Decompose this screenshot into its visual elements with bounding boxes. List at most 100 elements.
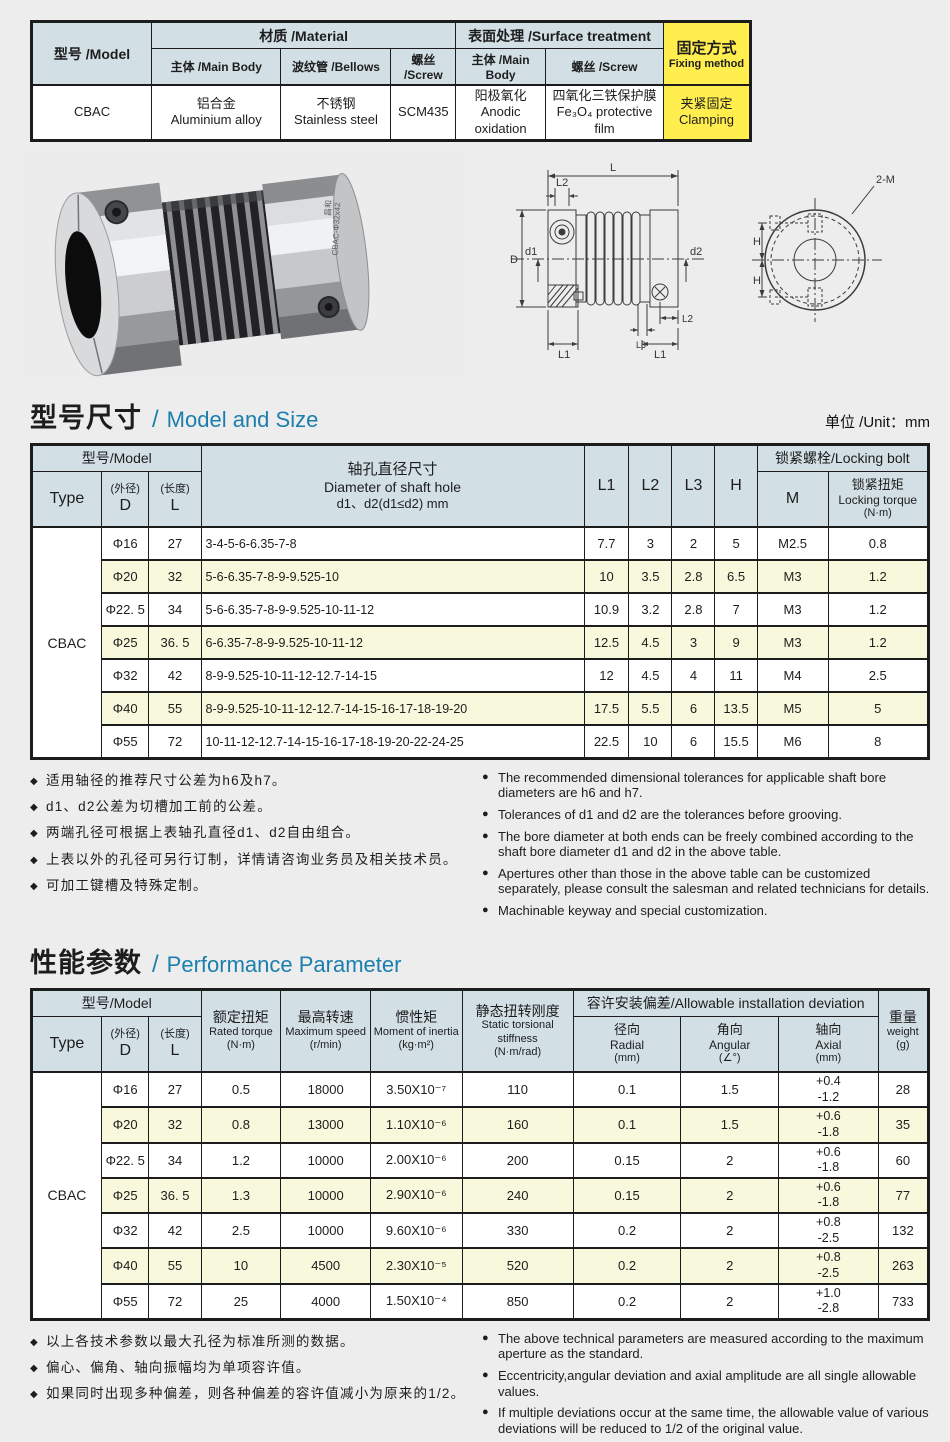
cell-speed: 13000 [280,1106,372,1144]
surface-screw-cell: 四氧化三铁保护膜 Fe₃O₄ protective film [545,83,664,141]
cell-torque: 2.5 [200,1211,282,1249]
cell-stiffness: 110 [461,1070,574,1108]
cell-angular: 2 [680,1141,780,1179]
cell-speed: 4500 [280,1247,372,1285]
bullet-icon: ● [482,866,489,879]
bullet-icon: ◆ [30,1389,39,1401]
col-header-d: (外径) D [100,470,150,529]
cell-l: 34 [148,1141,202,1179]
bullet-icon: ◆ [30,775,39,787]
cell-radial: 0.1 [572,1106,682,1144]
col-header-l2: L2 [628,443,673,528]
cell-inertia: 3.50X10⁻⁷ [370,1070,463,1108]
dim-label-H-top: H [753,236,761,248]
table-row: Φ22. 5 34 1.2 10000 2.00X10⁻⁶ 200 0.15 2 +0.6 -1.… [32,1141,930,1179]
size-table-body: CBAC Φ16 27 3-4-5-6-6.35-7-8 7.7 3 2 5 M2.5 0.8 Φ2… [31,526,929,759]
size-section-heading: 型号尺寸 / Model and Size 单位 /Unit：mm [30,396,930,435]
note-text: d1、d2公差为切槽加工前的公差。 [46,799,272,815]
cell-radial: 0.2 [572,1282,682,1320]
cell-d: Φ25 [100,625,150,660]
cell-radial: 0.1 [572,1070,682,1108]
dim-label-L: L [610,162,616,174]
cell-l2: 4.5 [628,658,673,693]
cell-angular: 2 [680,1282,780,1320]
cell-l1: 12 [583,658,630,693]
col-header-stiffness: 静态扭转刚度 Static torsional stiffness (N·m/r… [461,988,574,1073]
cell-m: M4 [756,658,829,693]
table-row: Φ20 32 0.8 13000 1.10X10⁻⁶ 160 0.1 1.5 +0.6 -1.8 3… [32,1106,930,1144]
cell-stiffness: 520 [461,1247,574,1285]
note-item: ● The bore diameter at both ends can be f… [482,829,930,860]
cell-m: M5 [756,691,829,726]
cell-weight: 77 [877,1176,930,1214]
bullet-icon: ● [482,829,489,842]
table-row: Φ22. 5 34 5-6-6.35-7-8-9-9.525-10-11-12 10.… [32,592,929,627]
cell-weight: 132 [877,1211,930,1249]
cell-weight: 733 [877,1282,930,1320]
cell-stiffness: 160 [461,1106,574,1144]
col-header-axial: 轴向 Axial (mm) [778,1015,879,1073]
screw-cell: SCM435 [390,83,457,141]
cell-torque: 1.3 [200,1176,282,1214]
note-text: 适用轴径的推荐尺寸公差为h6及h7。 [46,772,287,788]
col-header-max-speed: 最高转速 Maximum speed (r/min) [280,988,372,1073]
cell-torque: 8 [827,724,929,759]
col-header-d: (外径) D [100,1015,150,1073]
section-title-cn: 型号尺寸 [30,402,142,433]
cell-stiffness: 200 [461,1141,574,1179]
cell-angular: 2 [680,1211,780,1249]
col-header-type: Type [31,470,102,529]
note-text: 偏心、偏角、轴向振幅均为单项容许值。 [46,1360,311,1376]
cell-angular: 1.5 [680,1106,780,1144]
col-header-surface-main: 主体 /Main Body [455,48,547,86]
section-title-separator: / [152,405,159,433]
cell-l3: 2.8 [671,559,716,594]
cell-holes: 8-9-9.525-10-11-12-12.7-14-15 [200,658,585,693]
note-item: ● The above technical parameters are meas… [482,1331,930,1362]
table-row: Φ25 36. 5 6-6.35-7-8-9-9.525-10-11-12 12.5 4… [32,625,929,660]
dim-label-L3: L3 [636,340,646,350]
cell-axial: +0.6 -1.8 [778,1141,879,1179]
col-header-l: (长度) L [148,470,202,529]
cell-holes: 8-9-9.525-10-11-12-12.7-14-15-16-17-18-1… [200,691,585,726]
col-header-l1: L1 [583,443,630,528]
cell-m: M2.5 [756,526,829,561]
cell-stiffness: 240 [461,1176,574,1214]
cell-l: 27 [148,1070,202,1108]
table-row: Φ40 55 8-9-9.525-10-11-12-12.7-14-15-16-17… [32,691,929,726]
table-row: Φ55 72 10-11-12-12.7-14-15-16-17-18-19-20-… [32,724,929,759]
note-text: 如果同时出现多种偏差，则各种偏差的容许值减小为原来的1/2。 [46,1386,466,1402]
section-title-separator: / [152,950,159,978]
cell-weight: 60 [877,1141,930,1179]
cell-weight: 35 [877,1106,930,1144]
cell-stiffness: 850 [461,1282,574,1320]
surface-main-cell: 阳极氧化 Anodic oxidation [455,83,547,141]
note-item: ● Machinable keyway and special customiza… [482,903,930,919]
bullet-icon: ◆ [30,1336,39,1348]
cell-axial: +0.8 -2.5 [778,1247,879,1285]
unit-label: 单位 /Unit：mm [824,413,930,431]
note-text: Tolerances of d1 and d2 are the toleranc… [498,806,843,822]
cell-torque: 1.2 [827,592,929,627]
cell-l: 42 [148,658,202,693]
cell-d: Φ55 [100,1282,150,1320]
table-row: CBAC Φ16 27 3-4-5-6-6.35-7-8 7.7 3 2 5 M2.5 0.8 [31,526,929,759]
note-text: 上表以外的孔径可另行订制，详情请咨询业务员及相关技术员。 [46,851,458,867]
note-text: The recommended dimensional tolerances f… [498,769,887,801]
cell-inertia: 2.90X10⁻⁶ [370,1176,463,1214]
cell-radial: 0.2 [572,1247,682,1285]
cell-speed: 10000 [280,1211,372,1249]
dim-label-L2-bottom: L2 [682,314,694,325]
note-item: ● If multiple deviations occur at the sam… [482,1405,930,1436]
cell-radial: 0.15 [572,1141,682,1179]
note-text: Machinable keyway and special customizat… [498,902,768,918]
size-notes-cn: ◆ 适用轴径的推荐尺寸公差为h6及h7。 ◆ d1、d2公差为切槽加工前的公差。 ◆ 两端… [30,770,482,925]
note-text: 以上各技术参数以最大孔径为标准所测的数据。 [46,1333,355,1349]
cell-l1: 10.9 [583,592,630,627]
note-text: 可加工键槽及特殊定制。 [46,877,208,893]
cell-inertia: 1.50X10⁻⁴ [370,1282,463,1320]
table-row: Φ32 42 2.5 10000 9.60X10⁻⁶ 330 0.2 2 +0.8 -2.5 132 [32,1211,930,1249]
note-text: Eccentricity,angular deviation and axial… [498,1367,917,1399]
note-text: If multiple deviations occur at the same… [498,1405,929,1436]
cell-holes: 3-4-5-6-6.35-7-8 [200,526,585,561]
